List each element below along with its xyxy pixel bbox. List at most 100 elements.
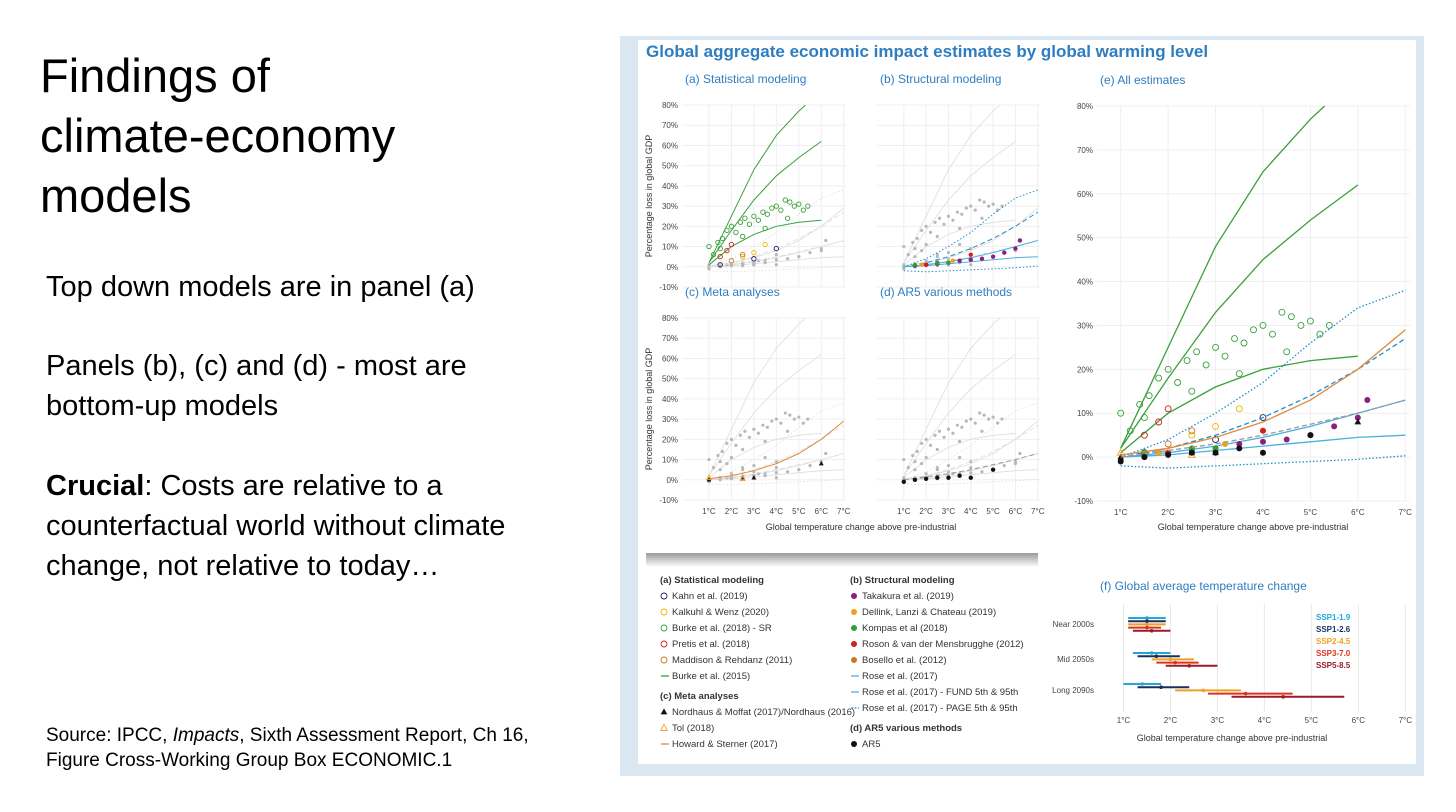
- point: [756, 431, 760, 435]
- point: [935, 475, 940, 480]
- row-label: Mid 2050s: [1057, 655, 1094, 664]
- curve: [708, 478, 844, 486]
- figure-title: Global aggregate economic impact estimat…: [646, 42, 1208, 61]
- point: [915, 449, 919, 454]
- legend-swatch: [660, 592, 668, 600]
- plot: [901, 318, 1039, 486]
- point: [906, 466, 910, 470]
- point: [740, 254, 746, 260]
- point: [752, 427, 756, 431]
- point: [1155, 418, 1163, 426]
- y-tick-label: 20%: [662, 435, 678, 444]
- central-estimate: [1154, 654, 1159, 658]
- point: [774, 471, 778, 475]
- point: [779, 421, 783, 425]
- point: [725, 462, 729, 466]
- legend-text: Kalkuhl & Wenz (2020): [672, 607, 769, 618]
- point: [1212, 422, 1220, 430]
- point: [751, 249, 757, 256]
- point: [718, 468, 722, 472]
- point: [968, 252, 973, 257]
- y-tick-label: 20%: [1077, 365, 1093, 374]
- point: [716, 453, 720, 458]
- x-tick-label: 7°C: [837, 507, 851, 516]
- point: [1117, 409, 1125, 417]
- point: [951, 218, 955, 222]
- central-estimate: [1168, 657, 1173, 662]
- bullet-text: change, not relative to today…: [46, 550, 439, 582]
- slide-title: models: [40, 169, 192, 222]
- y-tick-label: 50%: [662, 162, 678, 171]
- point: [960, 212, 964, 216]
- point: [824, 238, 828, 243]
- point: [1117, 458, 1124, 465]
- point: [1306, 317, 1314, 325]
- point: [719, 235, 726, 242]
- point: [740, 251, 746, 258]
- point: [964, 206, 968, 210]
- point: [717, 254, 723, 260]
- point: [764, 211, 771, 217]
- point: [1307, 432, 1314, 439]
- point: [1278, 308, 1286, 316]
- panel-label: (f) Global average temperature change: [1100, 579, 1307, 593]
- point: [1126, 427, 1134, 435]
- point: [1165, 451, 1172, 458]
- y-tick-label: 40%: [1077, 278, 1093, 287]
- x-tick-label: 4°C: [1258, 716, 1272, 725]
- point: [1221, 352, 1229, 360]
- point: [969, 471, 973, 475]
- point: [1164, 440, 1172, 448]
- point: [707, 457, 711, 462]
- central-estimate: [1281, 695, 1285, 699]
- legend-text: Rose et al. (2017): [862, 671, 938, 682]
- legend-swatch: [851, 625, 857, 631]
- curve: [708, 354, 822, 476]
- point: [806, 417, 810, 421]
- point: [1140, 414, 1148, 422]
- bullet-text: : Costs are relative to a: [144, 470, 443, 502]
- point: [911, 240, 915, 245]
- y-tick-label: 80%: [1077, 102, 1093, 111]
- y-tick-label: 10%: [1077, 409, 1093, 418]
- point: [1188, 449, 1195, 456]
- central-estimate: [1149, 629, 1154, 633]
- x-tick-label: 3°C: [1209, 508, 1223, 517]
- point: [911, 453, 915, 458]
- point: [935, 234, 939, 239]
- point: [728, 223, 735, 229]
- legend-heading: (c) Meta analyses: [660, 691, 739, 702]
- curve: [903, 265, 1038, 273]
- x-tick-label: 6°C: [1009, 507, 1023, 516]
- legend-swatch: [660, 640, 668, 648]
- point: [990, 254, 996, 259]
- legend-text: Kompas et al (2018): [862, 623, 948, 634]
- point: [942, 222, 946, 226]
- point: [782, 197, 788, 203]
- legend-heading: (a) Statistical modeling: [660, 575, 764, 586]
- y-tick-label: 60%: [662, 141, 678, 150]
- y-tick-label: 70%: [662, 121, 678, 130]
- point: [969, 417, 973, 421]
- legend-swatch: [660, 708, 668, 715]
- point: [1002, 250, 1007, 255]
- y-tick-label: 30%: [1077, 321, 1093, 330]
- point: [957, 473, 962, 478]
- point: [1287, 313, 1295, 321]
- point: [755, 217, 762, 223]
- bold-lead: Crucial: [46, 470, 144, 502]
- point: [937, 216, 942, 220]
- curve: [708, 240, 844, 268]
- point: [946, 260, 951, 265]
- point: [1193, 348, 1201, 356]
- x-tick-label: 1°C: [897, 507, 911, 516]
- y-tick-label: 30%: [662, 415, 678, 424]
- y-tick-label: 70%: [1077, 146, 1093, 155]
- point: [980, 216, 984, 220]
- point: [729, 264, 734, 268]
- legend-text: Kahn et al. (2019): [672, 591, 748, 602]
- legend-text: Takakura et al. (2019): [862, 591, 954, 602]
- point: [765, 425, 769, 429]
- plot: [706, 105, 845, 273]
